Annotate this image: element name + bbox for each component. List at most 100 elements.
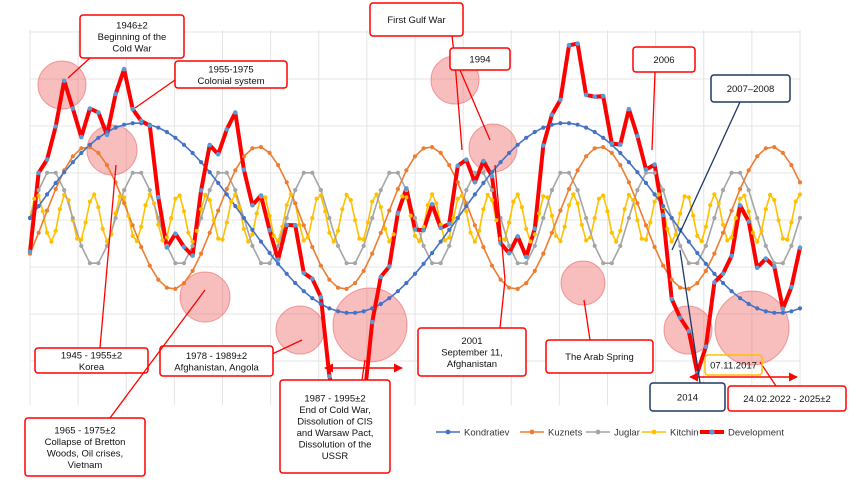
data-point-kuznets [421,146,426,151]
data-point-kuznets [472,223,477,228]
data-point-kuznets [224,186,229,192]
callout-text: 2014 [677,393,698,404]
data-point-kitchin [763,207,768,212]
data-point-development [729,253,734,259]
data-point-kuznets [626,180,632,185]
data-point-kitchin [220,237,225,242]
data-point-kitchin [250,232,255,237]
callout-box [727,385,847,412]
data-point-kuznets [566,186,572,192]
legend-label: Development [728,428,784,439]
callout-arab: The Arab Spring [545,299,654,374]
data-point-development [558,97,563,103]
data-point-kitchin [216,236,221,241]
data-point-development [609,141,615,146]
data-point-juglar [216,170,221,175]
data-point-kuznets [601,145,606,150]
event-highlight-circle [468,123,518,173]
series-markers-kondratiev [27,121,803,315]
data-point-development [310,276,315,282]
data-point-kitchin [442,238,447,243]
data-point-development [70,106,76,111]
data-point-kondratiev [524,135,529,140]
data-point-kitchin [695,233,700,238]
callout-box [449,47,511,71]
series-markers-juglar [27,170,803,266]
data-point-kondratiev [62,170,67,175]
data-point-development [703,344,709,350]
data-point-juglar [318,188,323,193]
data-point-development [523,254,529,260]
data-point-kitchin [177,193,182,198]
data-point-juglar [720,188,726,193]
data-point-juglar [541,215,546,221]
data-point-juglar [780,261,786,266]
data-point-kuznets [130,223,135,228]
data-point-juglar [301,170,306,175]
data-point-kondratiev [643,180,649,186]
data-point-kuznets [241,154,246,159]
data-point-kondratiev [395,289,400,294]
data-point-development [592,94,597,99]
data-point-kuznets [695,281,700,286]
callout-leader-line [361,359,366,381]
data-point-kitchin [323,209,328,214]
data-point-kuznets [70,154,75,159]
data-point-kuznets [772,145,777,150]
data-point-kondratiev [447,227,452,232]
data-point-development [207,142,212,148]
data-point-kuznets [481,244,486,250]
data-point-development [464,157,469,162]
data-point-kitchin [720,222,726,227]
data-point-kuznets [797,180,803,185]
data-point-juglar [618,243,623,248]
data-point-kondratiev [541,125,546,130]
data-point-kitchin [451,215,456,221]
data-point-kitchin [468,230,473,235]
data-point-kitchin [297,222,302,227]
data-point-kitchin [301,238,306,243]
data-point-kitchin [554,233,559,238]
callout-text: Korea [79,362,105,373]
data-point-kondratiev [720,280,726,286]
data-point-kitchin [699,239,704,244]
data-point-kuznets [216,208,221,213]
data-point-kuznets [455,180,460,185]
data-point-kitchin [464,209,469,214]
data-point-kitchin [477,228,482,233]
data-point-kitchin [96,205,101,210]
data-point-development [113,91,118,97]
data-point-kondratiev [87,142,92,147]
callout-text: The Arab Spring [565,352,634,363]
data-point-kitchin [83,220,88,225]
data-point-kitchin [314,196,319,201]
data-point-kitchin [203,192,208,197]
data-point-kondratiev [344,310,349,315]
data-point-kitchin [785,237,790,242]
data-point-kitchin [511,199,516,204]
data-point-kitchin [618,228,623,233]
data-point-kitchin [614,239,619,244]
data-point-kondratiev [669,215,674,221]
callout-text: Collapse of Bretton [45,437,126,448]
callout-text: 1946±2 [116,21,148,32]
data-point-kuznets [335,285,341,290]
callout-text: 24.02.2022 - 2025±2 [743,394,831,405]
data-point-development [79,134,84,140]
callout-text: USSR [322,451,349,462]
data-point-kuznets [122,201,127,206]
callout-text: 2006 [653,55,674,66]
data-point-kuznets [447,163,452,168]
data-point-kondratiev [746,301,751,307]
data-point-juglar [763,243,768,248]
data-point-kondratiev [584,125,589,130]
data-point-kondratiev [327,306,332,311]
data-point-kitchin [558,239,563,244]
callout-leader-line [459,69,491,141]
data-point-kondratiev [686,239,691,244]
data-point-kitchin [335,228,341,233]
data-point-kitchin [579,222,584,227]
